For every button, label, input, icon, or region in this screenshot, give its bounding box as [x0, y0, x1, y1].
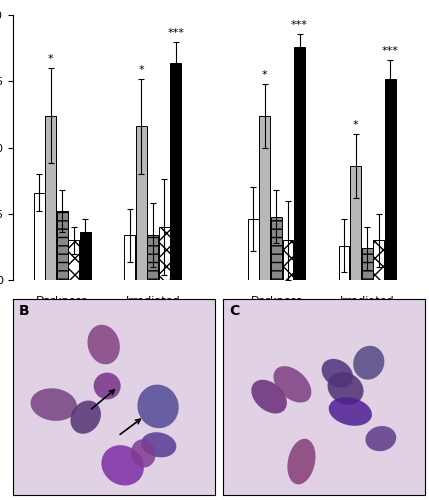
Bar [170, 62, 181, 280]
Ellipse shape [251, 380, 287, 414]
Bar [68, 240, 79, 280]
Text: Darkness: Darkness [251, 296, 302, 306]
Text: II: II [318, 322, 325, 336]
Text: *: * [48, 54, 54, 64]
Text: ***: *** [167, 28, 184, 38]
Bar [57, 211, 68, 280]
Bar [80, 232, 91, 280]
Ellipse shape [327, 372, 363, 404]
Text: *: * [262, 70, 268, 80]
Bar [148, 235, 158, 280]
Bar [294, 47, 305, 280]
Ellipse shape [141, 432, 176, 458]
Text: ***: *** [382, 46, 399, 56]
Bar [350, 166, 361, 280]
Ellipse shape [287, 439, 315, 484]
Ellipse shape [101, 445, 144, 486]
Ellipse shape [273, 366, 311, 403]
Ellipse shape [137, 384, 179, 428]
Ellipse shape [88, 324, 120, 364]
Ellipse shape [366, 426, 396, 451]
Ellipse shape [329, 397, 372, 426]
Ellipse shape [70, 400, 101, 434]
Bar [136, 126, 147, 280]
Ellipse shape [30, 388, 77, 421]
Text: Irradiated: Irradiated [126, 296, 180, 306]
Bar [124, 235, 135, 280]
Bar [362, 248, 372, 280]
Bar [373, 240, 384, 280]
Bar [260, 116, 270, 280]
Text: Irradiated: Irradiated [340, 296, 394, 306]
Text: I: I [106, 322, 109, 336]
Bar [283, 240, 293, 280]
Text: ***: *** [291, 20, 308, 30]
Bar [271, 216, 282, 280]
Text: Darkness: Darkness [36, 296, 88, 306]
Ellipse shape [322, 359, 353, 388]
Text: B: B [19, 304, 30, 318]
Bar [45, 116, 56, 280]
Bar [159, 227, 170, 280]
Text: C: C [229, 304, 239, 318]
Text: *: * [139, 64, 144, 74]
Bar [338, 246, 350, 280]
Bar [248, 219, 259, 280]
Ellipse shape [353, 346, 384, 380]
Bar [34, 192, 45, 280]
Ellipse shape [94, 372, 121, 400]
Ellipse shape [131, 440, 156, 468]
Text: *: * [353, 120, 358, 130]
Bar [385, 78, 396, 280]
